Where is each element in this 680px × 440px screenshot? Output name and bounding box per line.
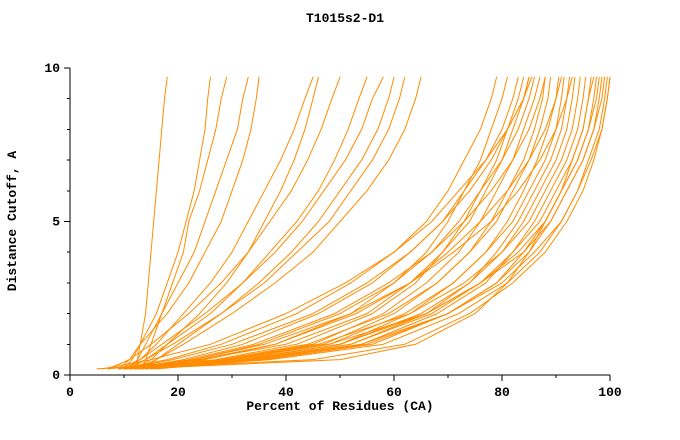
model-curve-2 bbox=[139, 76, 228, 370]
model-curve-8 bbox=[107, 76, 341, 370]
model-curve-4 bbox=[128, 76, 249, 370]
model-curve-23 bbox=[134, 76, 525, 370]
model-curve-12 bbox=[123, 76, 406, 370]
model-curve-31 bbox=[134, 76, 576, 370]
model-curve-27 bbox=[118, 76, 552, 370]
model-curve-32 bbox=[118, 76, 581, 370]
model-curve-34 bbox=[128, 76, 592, 370]
model-curve-3 bbox=[123, 76, 211, 370]
y-tick-label: 5 bbox=[52, 215, 60, 230]
model-curve-41 bbox=[123, 76, 611, 370]
model-curve-37 bbox=[139, 76, 603, 370]
tick-labels: 0 20 40 60 80 100 0 5 10 bbox=[44, 61, 622, 400]
model-curve-36 bbox=[123, 76, 600, 370]
x-tick-label: 40 bbox=[278, 385, 294, 400]
axes bbox=[64, 67, 611, 381]
y-axis-label: Distance Cutoff, A bbox=[5, 151, 20, 292]
chart-title: T1015s2-D1 bbox=[306, 11, 384, 26]
model-curve-39 bbox=[150, 76, 608, 370]
model-curve-42 bbox=[134, 76, 595, 370]
model-curve-22 bbox=[123, 76, 508, 370]
x-axis-label: Percent of Residues (CA) bbox=[246, 399, 433, 414]
model-curve-5 bbox=[118, 76, 260, 370]
x-tick-label: 20 bbox=[170, 385, 186, 400]
model-curves bbox=[96, 76, 611, 370]
model-curve-25 bbox=[145, 76, 541, 370]
model-curve-16 bbox=[139, 76, 535, 370]
x-tick-label: 0 bbox=[66, 385, 74, 400]
y-tick-label: 0 bbox=[52, 368, 60, 383]
model-curve-1 bbox=[134, 76, 168, 370]
model-curve-19 bbox=[101, 76, 533, 370]
model-curve-10 bbox=[118, 76, 384, 370]
model-curve-11 bbox=[139, 76, 395, 370]
model-curve-21 bbox=[128, 76, 573, 370]
x-tick-label: 80 bbox=[494, 385, 510, 400]
model-curve-7 bbox=[134, 76, 319, 370]
x-tick-label: 100 bbox=[598, 385, 622, 400]
model-curve-33 bbox=[145, 76, 587, 370]
model-curve-24 bbox=[107, 76, 530, 370]
model-curve-6 bbox=[123, 76, 314, 370]
model-curve-14 bbox=[118, 76, 498, 370]
x-tick-label: 60 bbox=[386, 385, 402, 400]
y-tick-label: 10 bbox=[44, 61, 60, 76]
model-curve-20 bbox=[145, 76, 562, 370]
model-curve-18 bbox=[134, 76, 546, 370]
model-curve-13 bbox=[134, 76, 422, 370]
model-curve-9 bbox=[128, 76, 368, 370]
